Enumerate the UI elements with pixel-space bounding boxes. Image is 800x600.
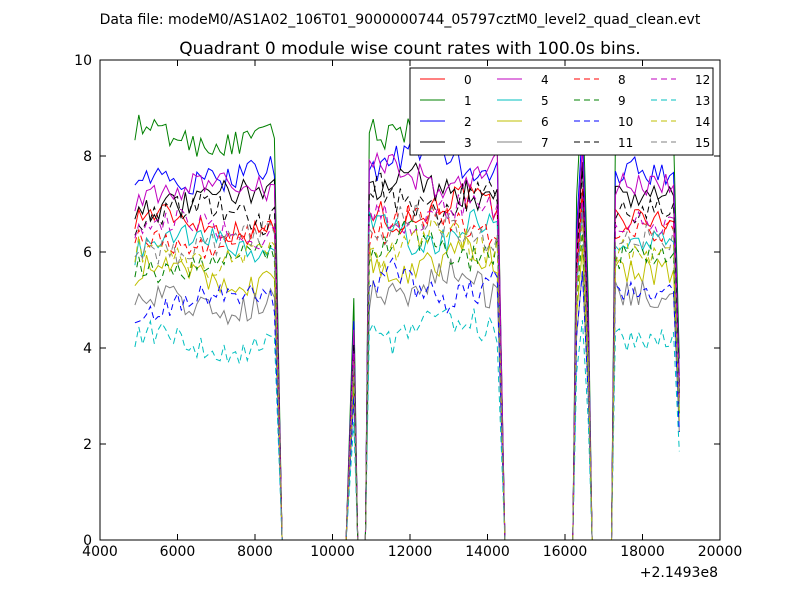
x-axis: 4000 6000 8000 10000 12000 14000 16000 18000 200… [82,60,742,560]
series-layer [134,87,680,541]
legend-label: 7 [541,136,549,150]
x-tick-label: 10000 [310,544,355,560]
legend-label: 8 [618,73,626,87]
legend-box [409,67,714,156]
y-tick-label: 4 [83,341,92,357]
legend-label: 12 [695,73,710,87]
legend-label: 9 [618,94,626,108]
legend-label: 3 [464,136,472,150]
x-offset-label: +2.1493e8 [640,565,718,581]
x-tick-label: 6000 [160,544,196,560]
legend-label: 1 [464,94,472,108]
series-line-15 [134,202,680,541]
legend-label: 2 [464,115,472,129]
y-tick-label: 8 [83,149,92,165]
legend-label: 15 [695,136,710,150]
y-tick-label: 10 [74,53,92,69]
y-tick-label: 2 [83,437,92,453]
legend-label: 10 [618,115,633,129]
chart-suptitle: Data file: modeM0/AS1A02_106T01_90000007… [100,12,701,28]
series-line-13 [134,308,680,541]
y-tick-label: 6 [83,245,92,261]
legend-label: 14 [695,115,710,129]
x-tick-label: 4000 [82,544,118,560]
y-tick-label: 0 [83,533,92,549]
x-tick-label: 16000 [543,544,588,560]
legend-label: 4 [541,73,549,87]
x-tick-label: 20000 [698,544,743,560]
legend-label: 11 [618,136,633,150]
legend-label: 6 [541,115,549,129]
series-line-11 [134,169,680,541]
x-tick-label: 14000 [465,544,510,560]
legend-label: 5 [541,94,549,108]
x-tick-label: 18000 [620,544,665,560]
x-tick-label: 8000 [237,544,273,560]
chart-title: Quadrant 0 module wise count rates with … [179,39,640,59]
x-tick-label: 12000 [388,544,433,560]
legend-label: 0 [464,73,472,87]
legend-label: 13 [695,94,710,108]
